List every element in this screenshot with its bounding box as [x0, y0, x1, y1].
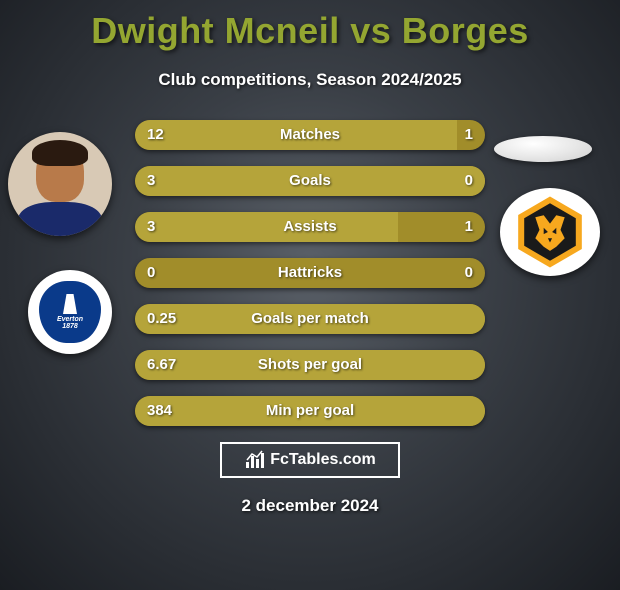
- stat-label: Goals: [135, 166, 485, 196]
- club-left-crest: Everton 1878: [28, 270, 112, 354]
- club-left-year: 1878: [62, 323, 78, 330]
- brand-chart-icon: [244, 450, 266, 470]
- stat-right-value: 1: [465, 120, 473, 150]
- player-right-placeholder: [494, 136, 592, 162]
- brand-text: FcTables.com: [270, 451, 376, 469]
- stat-label: Shots per goal: [135, 350, 485, 380]
- stat-label: Assists: [135, 212, 485, 242]
- stat-label: Goals per match: [135, 304, 485, 334]
- brand-box[interactable]: FcTables.com: [220, 442, 400, 478]
- stat-row: 12Matches1: [135, 120, 485, 150]
- stat-row: 3Assists1: [135, 212, 485, 242]
- stat-row: 384Min per goal: [135, 396, 485, 426]
- wolf-head-icon: [529, 211, 571, 253]
- page-title: Dwight Mcneil vs Borges: [0, 10, 620, 52]
- club-right-crest: [500, 188, 600, 276]
- club-left-name: Everton: [57, 316, 83, 323]
- date-text: 2 december 2024: [0, 496, 620, 516]
- stat-label: Matches: [135, 120, 485, 150]
- stat-label: Hattricks: [135, 258, 485, 288]
- player-left-photo: [8, 132, 112, 236]
- stat-row: 6.67Shots per goal: [135, 350, 485, 380]
- stat-right-value: 0: [465, 166, 473, 196]
- stat-row: 0Hattricks0: [135, 258, 485, 288]
- subtitle: Club competitions, Season 2024/2025: [0, 70, 620, 90]
- stat-right-value: 1: [465, 212, 473, 242]
- stats-list: 12Matches13Goals03Assists10Hattricks00.2…: [135, 120, 485, 426]
- stat-label: Min per goal: [135, 396, 485, 426]
- stat-right-value: 0: [465, 258, 473, 288]
- stat-row: 3Goals0: [135, 166, 485, 196]
- stat-row: 0.25Goals per match: [135, 304, 485, 334]
